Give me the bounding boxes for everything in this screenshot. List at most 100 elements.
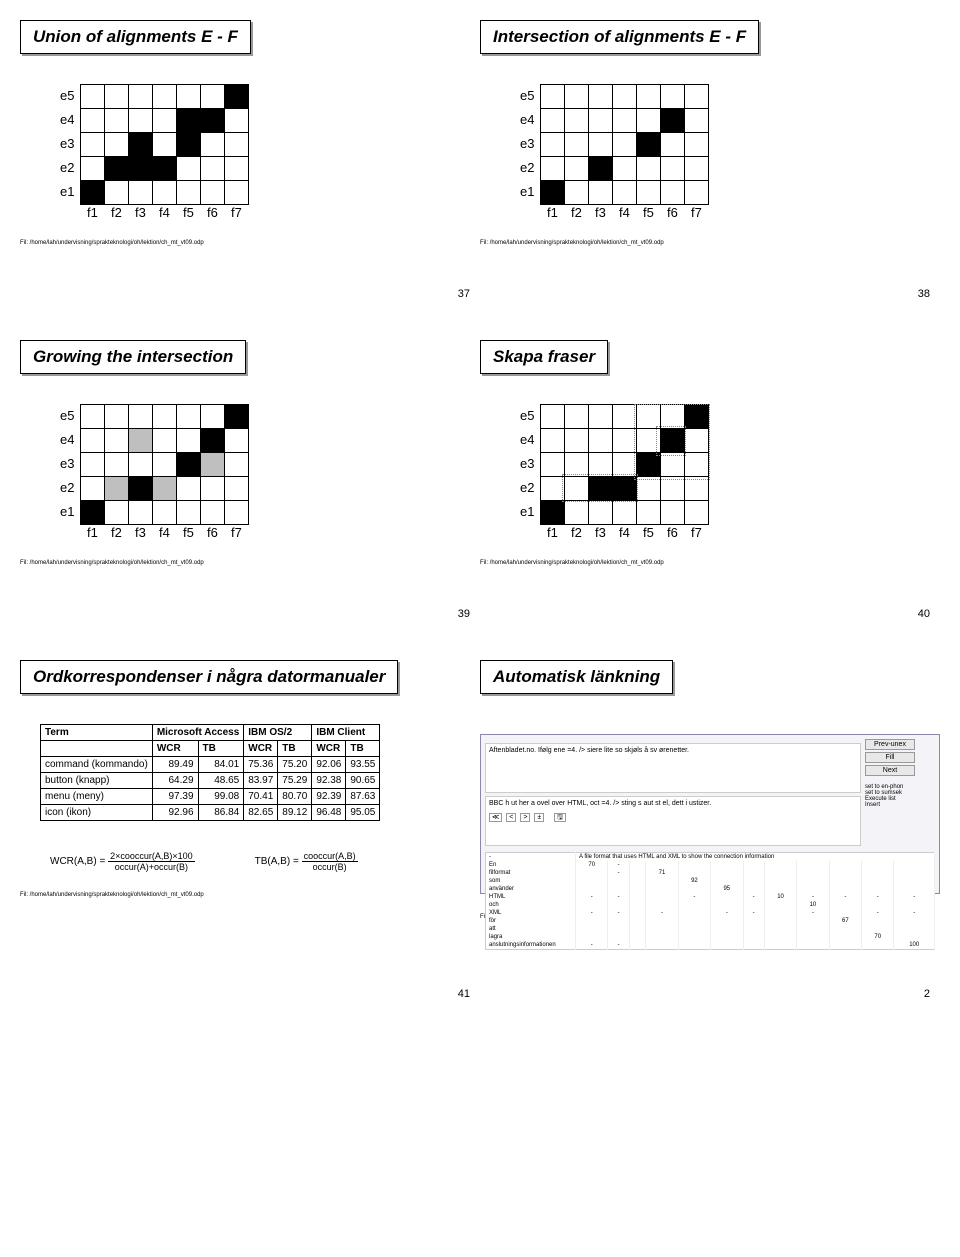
grid-cell: [661, 501, 685, 525]
table-cell: 90.65: [346, 773, 380, 789]
sc-cell: [711, 877, 743, 885]
page-number: 40: [918, 608, 930, 620]
table-header: Term: [41, 725, 153, 741]
sc-cell: 95: [711, 885, 743, 893]
sc-cell: [862, 877, 894, 885]
wcr-den: occur(A)+occur(B): [108, 862, 195, 872]
sc-cell: anslutningsinformationen: [486, 941, 576, 950]
grid-cell: [541, 453, 565, 477]
sc-side-item[interactable]: Insert: [865, 802, 935, 808]
tb-label: TB(A,B) =: [255, 856, 299, 867]
table-cell: 83.97: [244, 773, 278, 789]
grid-cell: [177, 429, 201, 453]
sc-button[interactable]: Next: [865, 765, 915, 776]
sc-cell: [678, 925, 710, 933]
table-subheader: TB: [278, 741, 312, 757]
grid-cell: [177, 157, 201, 181]
grid-cell: [81, 501, 105, 525]
grid-cell: [613, 429, 637, 453]
nav-icon[interactable]: >: [520, 813, 530, 822]
row-label: e4: [520, 108, 534, 132]
sc-cell: -: [608, 861, 629, 869]
grid-cell: [129, 429, 153, 453]
grid-cell: [589, 501, 613, 525]
grid-cell: [661, 453, 685, 477]
grid-cell: [685, 405, 709, 429]
sc-cell: [608, 925, 629, 933]
sc-cell: -: [797, 893, 829, 901]
sc-cell: -: [743, 893, 764, 901]
alignment-grid: e5e4e3e2e1 f1f2f3f4f5f6f7: [520, 84, 940, 220]
grid-cell: [661, 477, 685, 501]
grid-cell: [201, 85, 225, 109]
sc-cell: [829, 933, 861, 941]
sc-cell: [797, 933, 829, 941]
row-label: e2: [60, 476, 74, 500]
sc-button[interactable]: Prev-unex: [865, 739, 915, 750]
grid-cell: [565, 181, 589, 205]
grid-cell: [129, 109, 153, 133]
table-cell: command (kommando): [41, 757, 153, 773]
sc-cell: [608, 877, 629, 885]
sc-cell: [646, 941, 678, 950]
slide-42: Automatisk länkning Aftenbladet.no. Iføl…: [480, 660, 940, 1000]
sc-cell: [862, 917, 894, 925]
sc-cell: [829, 909, 861, 917]
table-cell: 48.65: [198, 773, 244, 789]
grid-cell: [177, 453, 201, 477]
grid-cell: [661, 109, 685, 133]
table-cell: menu (meny): [41, 789, 153, 805]
grid-cell: [225, 109, 249, 133]
grid-cell: [225, 501, 249, 525]
sc-cell: [797, 941, 829, 950]
grid-cell: [541, 477, 565, 501]
nav-icon[interactable]: ≪: [489, 813, 502, 822]
sc-cell: -: [608, 909, 629, 917]
sc-cell: [894, 933, 935, 941]
grid-cell: [201, 501, 225, 525]
sc-cell: [894, 869, 935, 877]
sc-cell: [629, 925, 646, 933]
grid-cell: [637, 429, 661, 453]
sc-cell: HTML: [486, 893, 576, 901]
grid-cell: [129, 157, 153, 181]
sc-cell: En: [486, 861, 576, 869]
sc-cell: [829, 925, 861, 933]
nav-icon[interactable]: ±: [534, 813, 544, 822]
sc-cell: lagra: [486, 933, 576, 941]
table-subheader: WCR: [244, 741, 278, 757]
sc-cell: [797, 877, 829, 885]
sc-line2: BBC h ut her a ovel over HTML, oct =4. /…: [489, 800, 857, 807]
table-cell: 86.84: [198, 805, 244, 821]
grid-cell: [613, 181, 637, 205]
sc-cell: [678, 941, 710, 950]
sc-cell: [829, 885, 861, 893]
sc-cell: [764, 877, 796, 885]
nav-icon[interactable]: <: [506, 813, 516, 822]
grid-cell: [201, 109, 225, 133]
grid-cell: [685, 85, 709, 109]
sc-cell: -: [576, 909, 608, 917]
grid-cell: [541, 109, 565, 133]
footer-path: Fil: /home/lah/undervisning/sprakteknolo…: [480, 560, 940, 566]
sc-cell: 10: [764, 893, 796, 901]
grid-cell: [685, 133, 709, 157]
sc-cell: [711, 941, 743, 950]
sc-cell: använder: [486, 885, 576, 893]
grid-cell: [637, 477, 661, 501]
nav-icon[interactable]: 🖫: [554, 813, 566, 822]
sc-cell: 70: [862, 933, 894, 941]
col-label: f6: [660, 205, 684, 220]
sc-cell: [797, 917, 829, 925]
grid-cell: [541, 429, 565, 453]
row-label: e3: [60, 132, 74, 156]
sc-cell: [678, 885, 710, 893]
sc-cell: [711, 893, 743, 901]
grid-cell: [225, 453, 249, 477]
sc-cell: -: [608, 869, 629, 877]
sc-cell: [678, 909, 710, 917]
sc-cell: [576, 869, 608, 877]
table-subheader: TB: [198, 741, 244, 757]
sc-cell: [743, 877, 764, 885]
sc-button[interactable]: Fill: [865, 752, 915, 763]
